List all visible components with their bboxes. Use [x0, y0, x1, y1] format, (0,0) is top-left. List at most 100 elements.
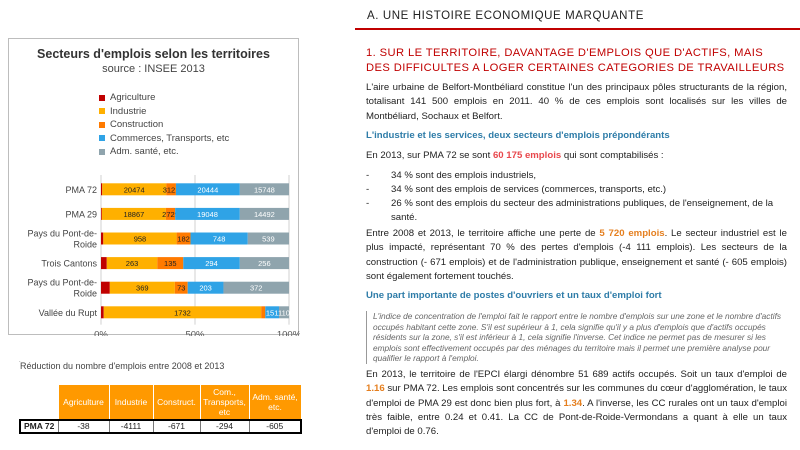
data-label: 1732 [174, 308, 191, 317]
data-label: 15748 [254, 185, 275, 194]
data-label: 256 [258, 259, 271, 268]
bar-segment [183, 257, 240, 270]
table-header: Com., Transports, etc [199, 384, 250, 420]
text: En 2013, sur PMA 72 se sont [366, 150, 493, 161]
data-label: 748 [213, 235, 226, 244]
x-tick-label: 100% [277, 330, 300, 336]
bar-segment [239, 257, 289, 270]
definition-quote: L'indice de concentration de l'emploi fa… [366, 311, 787, 364]
legend-label: Commerces, Transports, etc [110, 132, 230, 144]
bar-segment [101, 207, 166, 220]
bar-segment [106, 257, 158, 270]
section-header-title: A. UNE HISTOIRE ECONOMIQUE MARQUANTE [367, 10, 644, 22]
list-item: - 26 % sont des emplois du secteur des ad… [366, 197, 787, 225]
bar-segment [101, 281, 110, 294]
text: En 2013, le territoire de l'EPCI élargi … [366, 369, 787, 380]
table-cell: -38 [57, 418, 109, 434]
bar-segment [101, 183, 103, 196]
data-label: 19048 [197, 210, 218, 219]
data-label: 14492 [254, 210, 275, 219]
data-label: 18867 [123, 210, 144, 219]
paragraph-job-loss: Entre 2008 et 2013, le territoire affich… [366, 227, 787, 284]
data-label: 539 [262, 235, 275, 244]
highlight-job-loss: 5 720 emplois [599, 228, 665, 239]
bar-segment [109, 281, 175, 294]
table-corner [19, 384, 59, 420]
data-label: 73 [177, 284, 185, 293]
bar-segment [166, 183, 176, 196]
paragraph-emplois-2013: En 2013, sur PMA 72 se sont 60 175 emplo… [366, 149, 787, 163]
data-label: 151 [266, 308, 279, 317]
text: qui sont comptabilisés : [561, 150, 664, 161]
table-cell: -294 [199, 418, 249, 434]
text: . Le secteur industriel est le plus impa… [366, 228, 787, 282]
section-header: A. UNE HISTOIRE ECONOMIQUE MARQUANTE [355, 0, 800, 30]
list-item: - 34 % sont des emplois industriels, [366, 169, 787, 183]
bar-segment [176, 232, 191, 245]
bar-segment [157, 257, 184, 270]
legend-label: Adm. santé, etc. [110, 146, 179, 158]
list-item: - 34 % sont des emplois de services (comm… [366, 183, 787, 197]
table-cell: -4111 [108, 418, 153, 434]
table-header: Construct. [152, 384, 201, 420]
data-label: 3121 [163, 185, 180, 194]
bar-segment [223, 281, 289, 294]
bullet-dash: - [366, 184, 370, 195]
text: sur PMA 72. Les emplois sont concentrés … [366, 383, 787, 409]
heading-1: 1. SUR LE TERRITOIRE, DAVANTAGE D'EMPLOI… [366, 47, 785, 74]
legend-item: Agriculture [99, 91, 229, 105]
legend-swatch [99, 121, 105, 128]
bar-segment [103, 306, 262, 319]
category-label: Roide [73, 240, 97, 250]
legend-swatch [99, 94, 105, 101]
bar-segment [247, 232, 289, 245]
bullet-dash: - [366, 198, 370, 209]
data-label: 110 [278, 308, 290, 317]
chart-subtitle: source : INSEE 2013 [102, 63, 205, 75]
legend-item: Commerces, Transports, etc [99, 132, 229, 146]
bullet-dash: - [366, 170, 370, 181]
category-label: PMA 72 [65, 185, 97, 195]
table-header: Adm. santé, etc. [248, 384, 302, 420]
category-label: Pays du Pont-de- [27, 229, 97, 239]
employment-sector-chart: 0% 50% 100% PMA 72 20474 3121 20444 15748 PMA 29… [27, 175, 300, 336]
category-label: Roide [73, 289, 97, 299]
legend-label: Agriculture [110, 92, 156, 104]
highlight-taux-pma72: 1.16 [366, 383, 385, 395]
legend-label: Construction [110, 119, 164, 131]
data-label: 20444 [197, 185, 218, 194]
list-item-text: 34 % sont des emplois industriels, [391, 170, 537, 181]
table-cell: -605 [248, 418, 302, 434]
legend-item: Adm. santé, etc. [99, 145, 229, 159]
legend-swatch [99, 135, 105, 142]
bar-segment [175, 207, 240, 220]
data-label: 135 [164, 259, 177, 268]
x-tick-label: 50% [185, 330, 205, 336]
bar-segment [239, 207, 289, 220]
data-label: 958 [134, 235, 147, 244]
data-label: 372 [250, 284, 263, 293]
legend-item: Construction [99, 118, 229, 132]
legend-item: Industrie [99, 105, 229, 119]
bullet-list: - 34 % sont des emplois industriels, - 34 … [366, 169, 787, 225]
category-label: Trois Cantons [41, 259, 97, 269]
table-cell: -671 [152, 418, 200, 434]
bar-segment [239, 183, 289, 196]
table-note-dot: . [19, 358, 21, 364]
bar-segment [103, 232, 177, 245]
bar-segment [102, 183, 167, 196]
legend-swatch [99, 108, 105, 115]
heading-industry-services: L'industrie et les services, deux secteu… [366, 130, 670, 141]
data-label: 203 [199, 284, 212, 293]
category-label: PMA 29 [65, 209, 97, 219]
data-label: 182 [177, 235, 190, 244]
bar-segment [101, 306, 104, 319]
table-title: Réduction du nombre d'emplois entre 2008… [20, 361, 225, 371]
paragraph-taux-emploi: En 2013, le territoire de l'EPCI élargi … [366, 368, 787, 439]
bar-segment [190, 232, 248, 245]
data-label: 2729 [162, 210, 179, 219]
bar-segment [101, 207, 102, 220]
bar-segment [101, 232, 104, 245]
table-header: Industrie [108, 384, 154, 420]
legend-label: Industrie [110, 105, 147, 117]
